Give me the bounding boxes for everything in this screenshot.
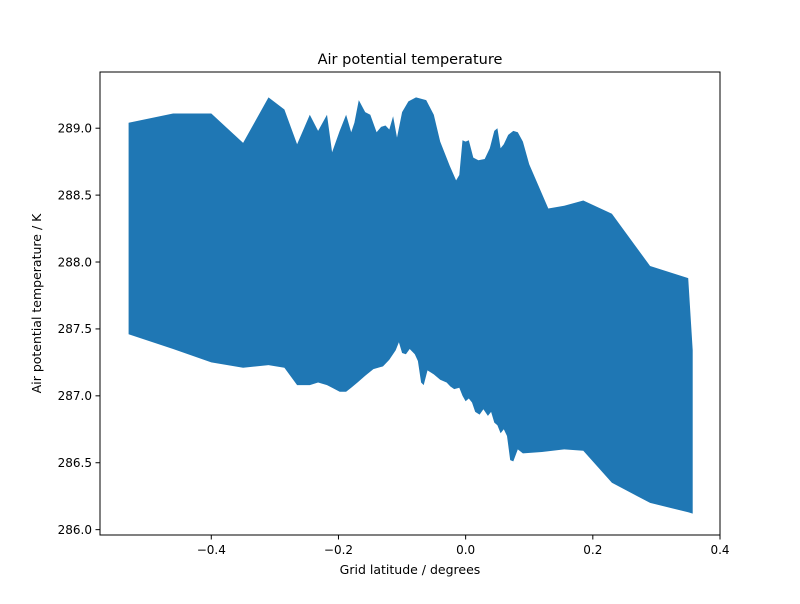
x-tick-label: 0.4 bbox=[710, 543, 729, 557]
y-axis-ticks: 286.0 286.5 287.0 287.5 288.0 288.5 289.0 bbox=[58, 122, 100, 537]
x-axis-ticks: −0.4 −0.2 0.0 0.2 0.4 bbox=[197, 535, 730, 557]
plot-area bbox=[128, 97, 693, 514]
y-tick-label: 286.0 bbox=[58, 523, 92, 537]
axes-frame bbox=[99, 71, 721, 536]
y-tick-label: 289.0 bbox=[58, 122, 92, 136]
x-tick-label: −0.4 bbox=[197, 543, 226, 557]
chart-title: Air potential temperature bbox=[318, 52, 503, 68]
y-tick-label: 288.5 bbox=[58, 188, 92, 202]
temperature-range-area bbox=[128, 97, 693, 514]
y-tick-label: 288.0 bbox=[58, 255, 92, 269]
y-axis-label: Air potential temperature / K bbox=[29, 213, 44, 393]
y-tick-label: 286.5 bbox=[58, 456, 92, 470]
y-tick-label: 287.0 bbox=[58, 389, 92, 403]
x-tick-label: 0.0 bbox=[456, 543, 475, 557]
x-tick-label: 0.2 bbox=[583, 543, 602, 557]
x-axis-label: Grid latitude / degrees bbox=[340, 562, 481, 577]
x-tick-label: −0.2 bbox=[324, 543, 353, 557]
y-tick-label: 287.5 bbox=[58, 322, 92, 336]
